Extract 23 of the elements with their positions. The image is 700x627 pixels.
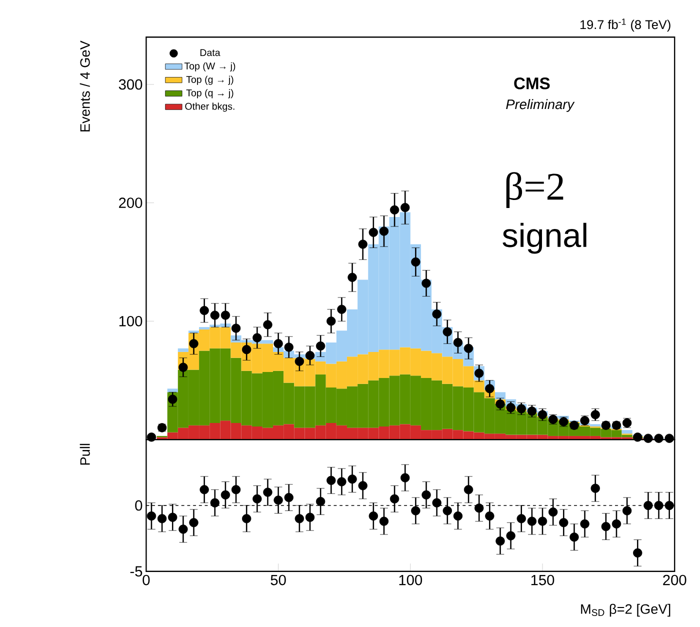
legend-label: Other bkgs. [185, 102, 234, 112]
annotation: β=2 [506, 172, 564, 208]
chart-title: 19.7 fb$^{-1}$ (8 TeV) [580, 18, 670, 32]
x-tick-label: 200 [663, 574, 686, 586]
y-tick-label: -5 [130, 566, 142, 576]
y-axis-title: Pull [80, 444, 90, 465]
y-tick-label: 300 [118, 79, 142, 90]
x-axis-title: M$_{SD}$ β=2 [GeV] [581, 604, 670, 617]
legend-label: Data [200, 49, 220, 56]
x-tick-label: 150 [531, 574, 554, 586]
y-tick-label: 0 [135, 500, 142, 511]
x-tick-label: 100 [399, 574, 422, 586]
x-tick-label: 0 [142, 574, 150, 586]
legend-label: Top (q → j) [186, 89, 234, 98]
y-tick-label: 200 [119, 198, 142, 208]
legend-label: Top (g → j) [186, 76, 234, 85]
annotation: CMS [514, 77, 550, 90]
annotation: Preliminary [506, 99, 575, 112]
annotation: signal [502, 222, 586, 254]
legend-label: Top (W → j) [184, 62, 236, 72]
x-tick-label: 50 [270, 574, 286, 586]
y-tick-label: 100 [119, 316, 142, 326]
y-axis-title: Events / 4 GeV [80, 40, 90, 132]
